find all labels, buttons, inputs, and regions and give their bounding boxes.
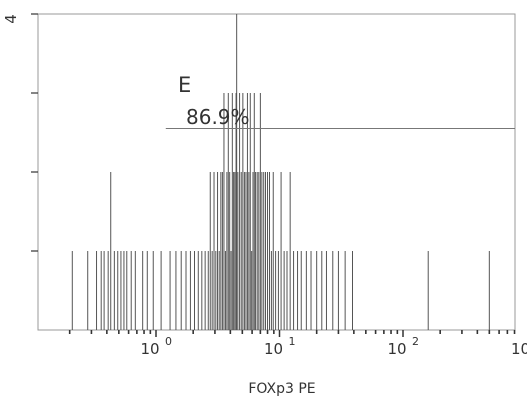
y-tick-label-0: 4 <box>2 14 20 24</box>
plot-frame <box>37 13 516 331</box>
x-tick-exponent-2: 2 <box>412 335 419 348</box>
gate-percent: 86.9% <box>186 105 250 129</box>
axis-ticks: 10 0 10 1 10 2 10 4 <box>2 13 527 358</box>
x-axis-label: FOXp3 PE <box>248 381 315 397</box>
event-bars <box>71 14 490 330</box>
gate-label: E <box>178 73 191 97</box>
gate-region: E 86.9% <box>165 73 515 130</box>
x-tick-label-3: 10 <box>511 340 527 358</box>
x-tick-label-2: 10 <box>387 340 406 358</box>
x-tick-exponent-0: 0 <box>165 335 172 348</box>
x-tick-label-0: 10 <box>140 340 159 358</box>
x-tick-exponent-1: 1 <box>289 335 296 348</box>
x-tick-label-1: 10 <box>264 340 283 358</box>
